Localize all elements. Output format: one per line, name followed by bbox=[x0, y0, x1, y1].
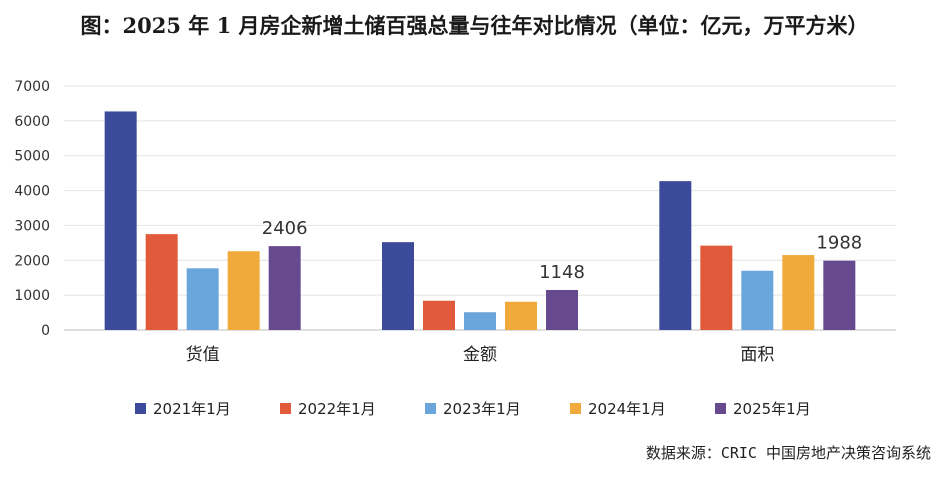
x-category-label: 金额 bbox=[463, 345, 497, 365]
legend-swatch bbox=[570, 403, 581, 414]
legend-swatch bbox=[425, 403, 436, 414]
bar-2021年1月-货值 bbox=[104, 111, 137, 331]
bar-2021年1月-金额 bbox=[382, 242, 414, 330]
source-note: 数据来源：CRIC 中国房地产决策咨询系统 bbox=[645, 444, 931, 462]
data-label: 2406 bbox=[262, 218, 308, 239]
x-category-label: 货值 bbox=[186, 345, 220, 365]
bar-2024年1月-面积 bbox=[782, 255, 815, 330]
y-tick-label: 0 bbox=[41, 323, 50, 339]
bar-2025年1月-面积 bbox=[823, 260, 856, 330]
legend-label: 2025年1月 bbox=[733, 400, 811, 418]
bars bbox=[104, 111, 856, 331]
y-tick-label: 1000 bbox=[14, 288, 50, 304]
y-tick-label: 3000 bbox=[14, 218, 50, 234]
bar-2023年1月-金额 bbox=[464, 312, 496, 330]
bar-2021年1月-面积 bbox=[659, 181, 692, 330]
data-label: 1148 bbox=[539, 262, 585, 283]
y-tick-label: 2000 bbox=[14, 253, 50, 269]
bar-2022年1月-面积 bbox=[700, 245, 733, 330]
x-category-label: 面积 bbox=[740, 345, 774, 365]
legend-label: 2023年1月 bbox=[443, 400, 521, 418]
bar-2025年1月-金额 bbox=[546, 289, 578, 330]
x-axis: 货值 金额 面积 bbox=[186, 345, 775, 365]
y-tick-label: 6000 bbox=[14, 114, 50, 130]
bar-2022年1月-货值 bbox=[145, 234, 178, 330]
chart-title: 图：2025 年 1 月房企新增土储百强总量与往年对比情况（单位：亿元，万平方米… bbox=[80, 13, 869, 38]
bar-2024年1月-金额 bbox=[505, 301, 537, 330]
bar-2022年1月-金额 bbox=[423, 300, 455, 330]
data-label: 1988 bbox=[816, 233, 862, 254]
y-tick-label: 5000 bbox=[14, 149, 50, 165]
legend-label: 2024年1月 bbox=[588, 400, 666, 418]
bar-2024年1月-货值 bbox=[227, 251, 260, 330]
bar-2023年1月-货值 bbox=[186, 268, 219, 330]
y-axis: 0 1000 2000 3000 4000 5000 6000 7000 bbox=[14, 79, 50, 339]
y-tick-label: 7000 bbox=[14, 79, 50, 95]
legend-swatch bbox=[715, 403, 726, 414]
data-labels: 2406 1148 1988 bbox=[262, 218, 862, 283]
legend-label: 2022年1月 bbox=[298, 400, 376, 418]
bar-2023年1月-面积 bbox=[741, 270, 774, 330]
legend-label: 2021年1月 bbox=[153, 400, 231, 418]
legend: 2021年1月 2022年1月 2023年1月 2024年1月 2025年1月 bbox=[135, 400, 811, 418]
bar-2025年1月-货值 bbox=[268, 246, 301, 330]
y-tick-label: 4000 bbox=[14, 184, 50, 200]
legend-swatch bbox=[280, 403, 291, 414]
legend-swatch bbox=[135, 403, 146, 414]
